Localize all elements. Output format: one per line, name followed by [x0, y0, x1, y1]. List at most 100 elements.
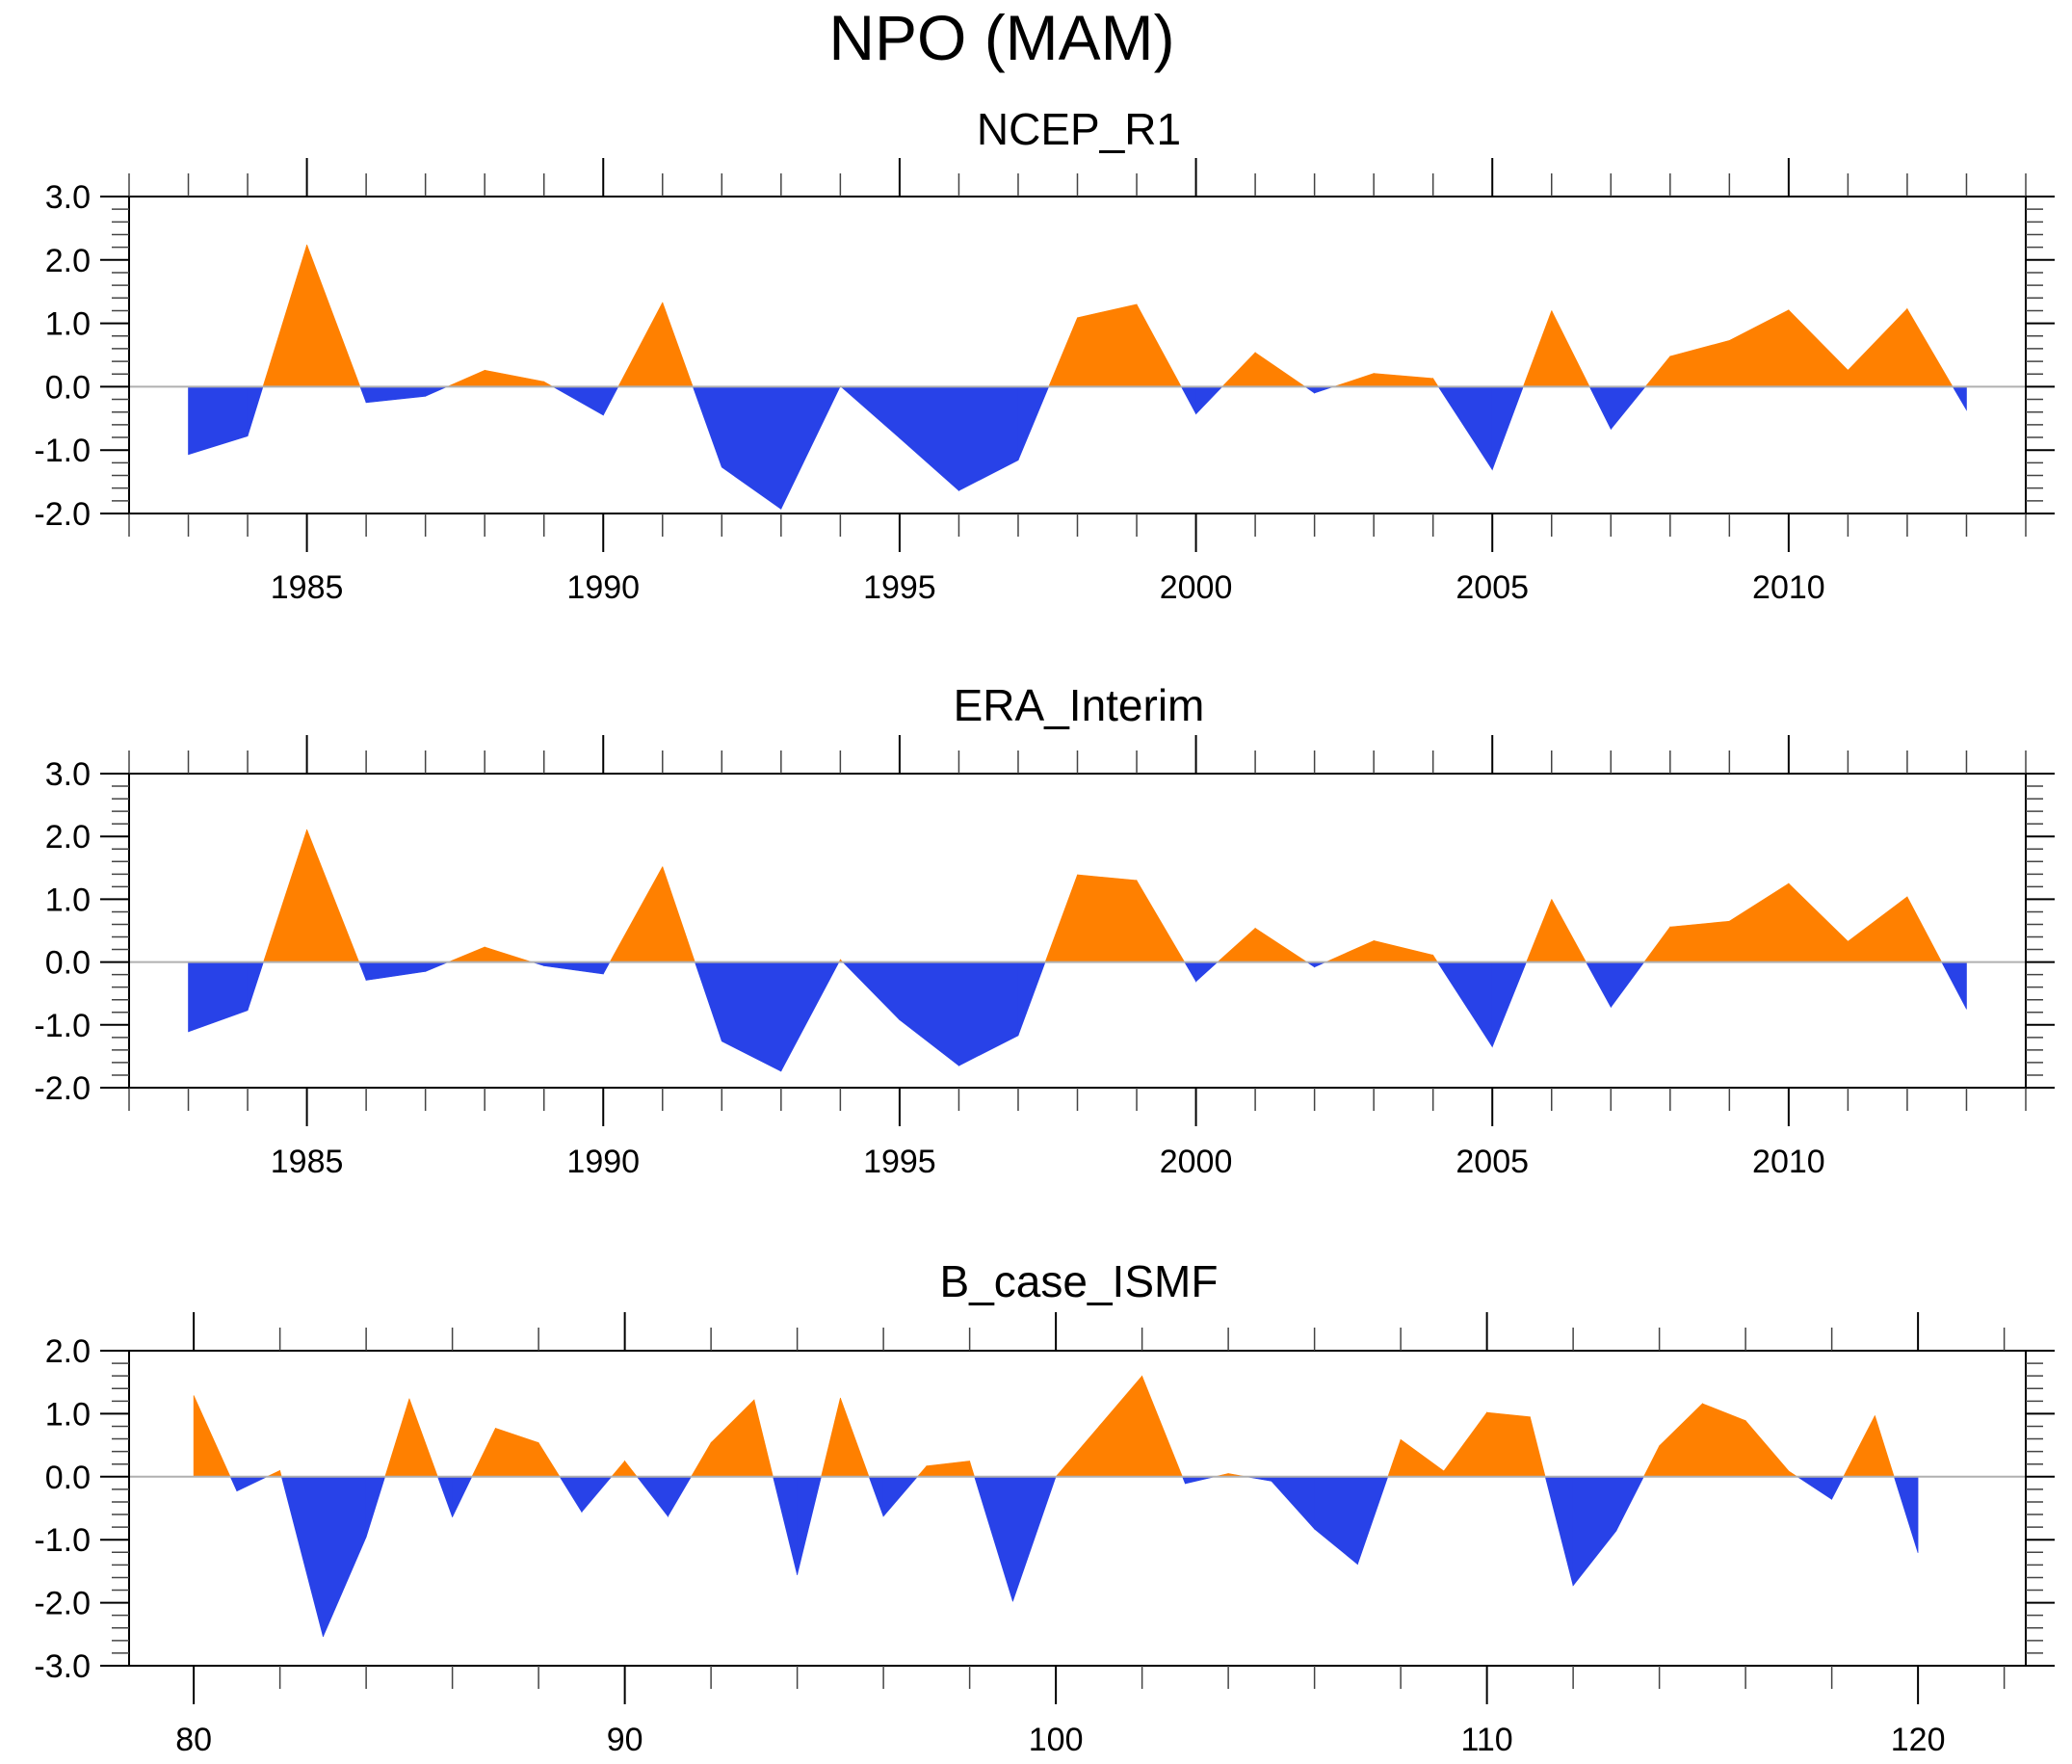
y-tick-label: -1.0 — [34, 433, 91, 469]
positive-area-segment — [1432, 377, 1439, 387]
positive-area-segment — [624, 1460, 638, 1478]
positive-area-segment — [384, 1398, 410, 1478]
y-tick-label: -2.0 — [34, 496, 91, 533]
negative-area-segment — [1611, 961, 1645, 1009]
negative-area-segment — [668, 1476, 693, 1518]
positive-area-segment — [662, 866, 695, 962]
negative-area-segment — [958, 961, 1019, 1066]
positive-area-segment — [1669, 340, 1730, 387]
x-tick-label: 80 — [175, 1722, 212, 1758]
positive-area-segment — [1387, 1439, 1402, 1478]
negative-area-segment — [280, 1476, 324, 1637]
negative-area-segment — [436, 1476, 453, 1517]
negative-area-segment — [882, 1476, 919, 1517]
y-tick-label: 2.0 — [45, 1333, 91, 1370]
negative-area-segment — [1831, 1476, 1845, 1500]
x-tick-label: 1985 — [271, 569, 344, 606]
panel-title: NCEP_R1 — [977, 104, 1181, 154]
positive-area-segment — [1875, 1415, 1895, 1478]
negative-area-segment — [358, 961, 367, 981]
negative-area-segment — [694, 961, 722, 1041]
panel-title: B_case_ISMF — [940, 1256, 1219, 1306]
y-tick-label: 2.0 — [45, 243, 91, 279]
y-tick-label: 3.0 — [45, 179, 91, 216]
negative-area-segment — [1314, 1476, 1358, 1566]
positive-area-segment — [538, 1441, 561, 1478]
x-tick-label: 2010 — [1752, 569, 1825, 606]
negative-area-segment — [1182, 1476, 1186, 1485]
x-tick-label: 1990 — [566, 569, 640, 606]
negative-area-segment — [247, 386, 264, 436]
negative-area-segment — [452, 1476, 473, 1517]
positive-area-segment — [1044, 874, 1078, 962]
positive-area-segment — [1729, 309, 1790, 387]
y-tick-label: 1.0 — [45, 306, 91, 343]
negative-area-segment — [247, 961, 264, 1011]
positive-area-segment — [1744, 1419, 1790, 1478]
positive-area-segment — [1729, 882, 1790, 962]
positive-area-segment — [1217, 927, 1256, 962]
figure-title: NPO (MAM) — [828, 2, 1174, 73]
positive-area-segment — [1136, 303, 1182, 387]
negative-area-segment — [1491, 386, 1524, 470]
negative-area-segment — [365, 1476, 386, 1538]
positive-area-segment — [611, 1460, 625, 1478]
positive-area-segment — [262, 244, 307, 387]
y-tick-label: -2.0 — [34, 1070, 91, 1107]
y-tick-label: -2.0 — [34, 1586, 91, 1622]
positive-area-segment — [1643, 926, 1671, 962]
panel-era-interim: ERA_Interim 1985 1990 1995 2000 2005 2010 3.0 2… — [34, 680, 2055, 1180]
x-tick-label: 1995 — [863, 569, 936, 606]
positive-area-segment — [1141, 1376, 1183, 1478]
positive-area-segment — [1400, 1438, 1445, 1478]
negative-area-segment — [1491, 961, 1528, 1047]
y-tick-label: -1.0 — [34, 1522, 91, 1559]
positive-area-segment — [1048, 317, 1078, 387]
negative-area-segment — [1185, 1476, 1216, 1485]
positive-area-segment — [840, 1397, 870, 1478]
negative-area-segment — [842, 961, 901, 1021]
y-tick-label: 1.0 — [45, 882, 91, 918]
y-tick-label: 3.0 — [45, 756, 91, 793]
positive-area-segment — [609, 866, 664, 962]
negative-area-segment — [780, 961, 840, 1072]
x-tick-label: 2000 — [1160, 1144, 1233, 1180]
positive-area-segment — [1788, 309, 1849, 387]
positive-area-segment — [1530, 1416, 1546, 1478]
positive-area-segment — [969, 1461, 976, 1478]
panel-ncep-r1: NCEP_R1 1985 1990 1995 2000 2005 2010 3.0 2.0 1.… — [34, 104, 2055, 606]
negative-area-segment — [1271, 1476, 1315, 1530]
x-tick-label: 2005 — [1456, 569, 1529, 606]
positive-area-segment — [1055, 1425, 1100, 1478]
negative-area-segment — [899, 961, 959, 1066]
positive-area-segment — [1077, 303, 1138, 387]
x-tick-label: 1990 — [566, 1144, 640, 1180]
positive-area-segment — [484, 946, 533, 962]
x-tick-label: 2005 — [1456, 1144, 1529, 1180]
positive-area-segment — [448, 946, 485, 962]
x-tick-label: 2010 — [1752, 1144, 1825, 1180]
positive-area-segment — [916, 1464, 928, 1478]
negative-area-segment — [1436, 961, 1493, 1048]
positive-area-segment — [408, 1398, 438, 1478]
negative-area-segment — [692, 386, 722, 468]
plot-frame — [128, 1350, 2027, 1667]
negative-area-segment — [1180, 386, 1196, 414]
x-tick-label: 1985 — [271, 1144, 344, 1180]
negative-area-segment — [581, 1476, 613, 1514]
positive-area-segment — [1221, 352, 1256, 387]
positive-area-segment — [1486, 1411, 1531, 1478]
negative-area-segment — [1195, 386, 1223, 415]
negative-area-segment — [1611, 386, 1646, 431]
negative-area-segment — [1615, 1476, 1644, 1532]
negative-area-segment — [1184, 961, 1196, 983]
negative-area-segment — [773, 1476, 798, 1575]
negative-area-segment — [188, 961, 249, 1033]
positive-area-segment — [1644, 355, 1671, 387]
y-tick-label: -3.0 — [34, 1648, 91, 1685]
positive-area-segment — [1077, 874, 1138, 962]
negative-area-segment — [602, 386, 619, 416]
positive-area-segment — [1522, 310, 1553, 387]
y-tick-label: -1.0 — [34, 1008, 91, 1044]
positive-area-segment — [1848, 307, 1908, 387]
